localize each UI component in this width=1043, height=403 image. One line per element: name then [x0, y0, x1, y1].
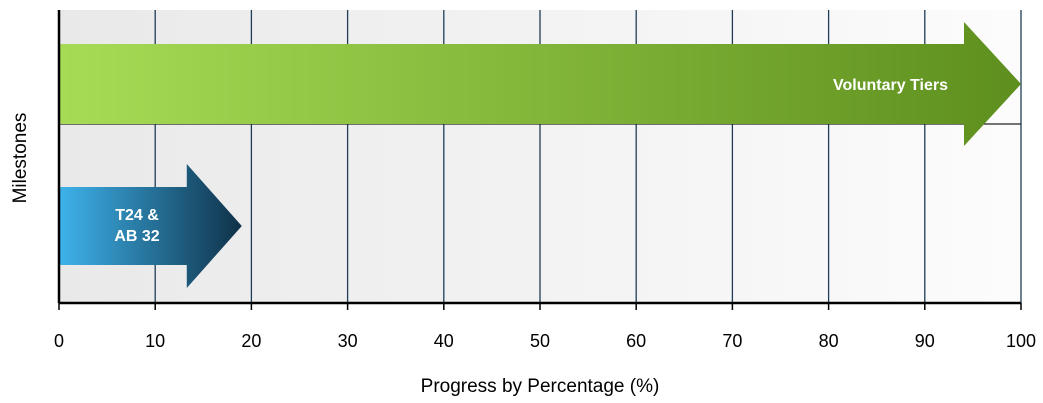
x-tick-label: 60	[626, 331, 646, 351]
x-tick-label: 40	[434, 331, 454, 351]
bar-arrow	[59, 164, 242, 288]
x-tick-label: 0	[54, 331, 64, 351]
x-tick-label: 70	[722, 331, 742, 351]
x-tick-label: 90	[915, 331, 935, 351]
bar-label: T24 &	[115, 207, 159, 224]
x-tick-label: 30	[338, 331, 358, 351]
x-tick-label: 80	[819, 331, 839, 351]
x-ticks: 0 10 20 30 40 50 60 70 80 90 100	[54, 303, 1036, 351]
bar-label: AB 32	[114, 228, 159, 245]
x-axis-title: Progress by Percentage (%)	[421, 376, 660, 397]
x-tick-label: 100	[1006, 331, 1036, 351]
bar-label: Voluntary Tiers	[833, 77, 948, 94]
y-axis-title: Milestones	[10, 113, 31, 204]
bar-arrow	[59, 22, 1021, 146]
x-tick-label: 20	[241, 331, 261, 351]
bars: Voluntary Tiers T24 & AB 32	[59, 22, 1021, 288]
x-tick-label: 50	[530, 331, 550, 351]
x-tick-label: 10	[145, 331, 165, 351]
